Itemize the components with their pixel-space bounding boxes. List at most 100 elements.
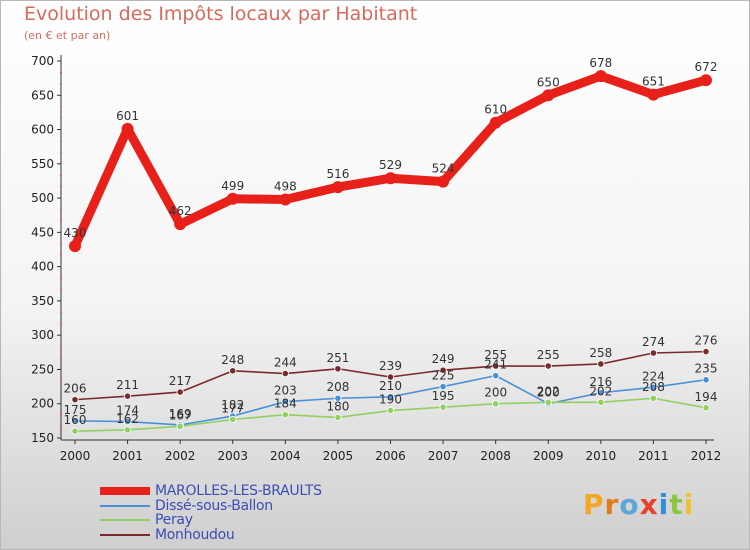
data-point <box>544 398 552 406</box>
data-point <box>386 393 395 401</box>
data-label: 217 <box>169 374 192 388</box>
data-point <box>176 422 184 430</box>
data-label: 225 <box>432 369 455 383</box>
data-point <box>229 415 237 424</box>
data-label: 678 <box>589 56 612 70</box>
data-label: 175 <box>64 403 87 417</box>
data-point <box>123 417 132 426</box>
data-point <box>281 398 289 406</box>
data-label: 239 <box>379 359 402 373</box>
y-tick-label: 700 <box>31 54 54 68</box>
data-point <box>69 240 81 253</box>
data-label: 244 <box>274 356 297 370</box>
x-tick-label: 2003 <box>217 449 248 463</box>
x-tick-label: 2012 <box>691 449 722 463</box>
data-point <box>542 89 555 102</box>
data-label: 430 <box>64 226 87 240</box>
data-point <box>544 362 552 370</box>
data-point <box>121 122 134 135</box>
y-tick-label: 400 <box>31 260 54 274</box>
legend-swatch <box>100 533 150 536</box>
data-label: 241 <box>484 358 507 372</box>
y-tick-label: 600 <box>31 123 54 137</box>
data-point <box>386 373 395 381</box>
data-point <box>386 406 395 415</box>
logo-letter: r <box>604 488 620 521</box>
legend-item: Monhoudou <box>100 528 400 543</box>
data-label: 167 <box>169 408 192 422</box>
y-tick-label: 350 <box>31 294 54 308</box>
data-point <box>492 372 500 380</box>
data-point <box>647 88 660 101</box>
data-label: 251 <box>326 351 349 365</box>
data-point <box>702 376 710 384</box>
y-tick-label: 500 <box>31 191 54 205</box>
data-point <box>437 175 450 188</box>
data-point <box>279 193 292 206</box>
x-tick-label: 2008 <box>480 449 511 463</box>
y-tick-label: 150 <box>31 431 54 445</box>
y-tick-label: 250 <box>31 362 54 376</box>
data-point <box>176 388 184 396</box>
data-label: 174 <box>116 404 139 418</box>
data-point <box>123 392 132 400</box>
data-label: 255 <box>484 348 507 362</box>
data-label: 182 <box>221 398 244 412</box>
data-label: 206 <box>64 382 87 396</box>
legend-swatch <box>100 504 150 507</box>
data-label: 601 <box>116 109 139 123</box>
data-label: 211 <box>116 378 139 392</box>
data-point <box>594 70 607 83</box>
data-point <box>597 360 605 368</box>
data-label: 184 <box>274 397 297 411</box>
legend-label: MAROLLES-LES-BRAULTS <box>155 483 322 499</box>
data-point <box>226 192 239 205</box>
data-label: 524 <box>432 162 455 176</box>
chart-subtitle: (en € et par an) <box>24 29 111 42</box>
legend-label: Peray <box>155 512 193 528</box>
data-point <box>702 404 710 412</box>
y-tick-label: 550 <box>31 157 54 171</box>
data-label: 200 <box>484 386 507 400</box>
x-tick-label: 2007 <box>428 449 459 463</box>
x-tick-label: 2010 <box>586 449 617 463</box>
data-point <box>439 403 447 411</box>
data-label: 208 <box>642 380 665 394</box>
data-point <box>649 394 658 402</box>
data-point <box>174 218 187 231</box>
data-label: 650 <box>537 75 560 89</box>
x-tick-label: 2004 <box>270 449 301 463</box>
data-label: 190 <box>379 393 402 407</box>
x-tick-label: 2001 <box>112 449 143 463</box>
data-label: 202 <box>537 384 560 398</box>
data-label: 177 <box>221 401 244 415</box>
data-point <box>384 172 397 185</box>
data-label: 202 <box>589 384 612 398</box>
data-label: 216 <box>589 375 612 389</box>
data-point <box>649 349 658 357</box>
chart-legend: MAROLLES-LES-BRAULTS Dissé-sous-Ballon Per… <box>100 484 400 542</box>
data-label: 462 <box>169 204 192 218</box>
data-point <box>700 74 712 87</box>
x-tick-label: 2002 <box>165 449 196 463</box>
data-point <box>123 426 132 434</box>
data-point <box>597 389 605 397</box>
y-tick-label: 300 <box>31 328 54 342</box>
legend-swatch <box>100 519 150 521</box>
logo-letter: o <box>619 488 640 521</box>
legend-item: MAROLLES-LES-BRAULTS <box>100 484 400 499</box>
data-label: 499 <box>221 179 244 193</box>
logo-letter: P <box>583 488 605 521</box>
data-label: 162 <box>116 412 139 426</box>
data-point <box>71 427 79 435</box>
x-tick-label: 2011 <box>638 449 669 463</box>
data-label: 274 <box>642 335 665 349</box>
data-label: 160 <box>64 413 87 427</box>
data-label: 255 <box>537 348 560 362</box>
data-label: 276 <box>695 334 718 348</box>
data-label: 516 <box>326 167 349 181</box>
y-tick-label: 650 <box>31 88 54 102</box>
legend-item: Peray <box>100 513 400 528</box>
